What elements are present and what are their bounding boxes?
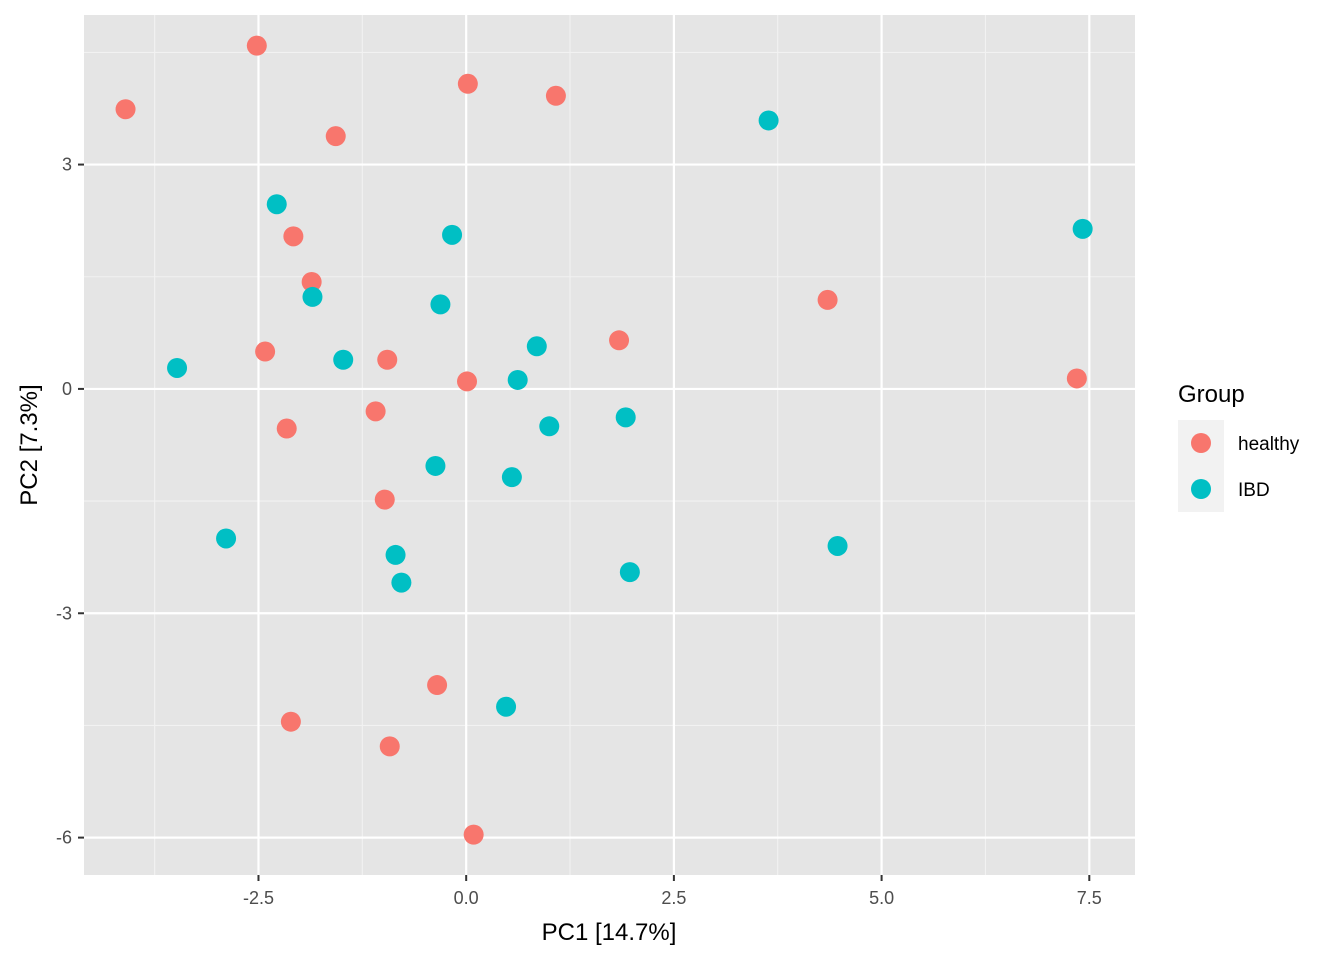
legend-label: IBD <box>1238 480 1270 501</box>
data-point-ibd <box>619 562 640 583</box>
x-tick-label: 2.5 <box>661 888 686 908</box>
data-point-healthy <box>377 349 398 370</box>
legend-key-healthy <box>1191 433 1211 453</box>
data-point-healthy <box>463 824 484 845</box>
data-point-healthy <box>457 371 478 392</box>
data-point-healthy <box>280 711 301 732</box>
y-tick-label: -3 <box>56 603 72 623</box>
x-axis-ticks: -2.5 0.0 2.5 5.0 7.5 <box>243 875 1102 908</box>
data-point-healthy <box>276 418 297 439</box>
y-axis-title: PC2 [7.3%] <box>16 384 43 505</box>
data-point-ibd <box>496 696 517 717</box>
x-tick-label: 7.5 <box>1077 888 1102 908</box>
data-point-ibd <box>539 416 560 437</box>
data-point-healthy <box>427 675 448 696</box>
data-point-ibd <box>302 286 323 307</box>
legend: Group healthy IBD <box>1178 381 1300 512</box>
data-point-ibd <box>430 294 451 315</box>
data-point-ibd <box>442 224 463 245</box>
data-point-ibd <box>425 455 446 476</box>
data-point-healthy <box>325 126 346 147</box>
data-point-ibd <box>507 369 528 390</box>
data-point-healthy <box>301 271 322 292</box>
y-tick-label: 0 <box>62 379 72 399</box>
legend-title: Group <box>1178 381 1245 408</box>
data-point-ibd <box>827 535 848 556</box>
data-point-healthy <box>457 73 478 94</box>
data-point-ibd <box>266 194 287 215</box>
data-point-healthy <box>246 35 267 56</box>
data-point-ibd <box>1072 218 1093 239</box>
x-tick-label: 0.0 <box>454 888 479 908</box>
x-tick-label: -2.5 <box>243 888 274 908</box>
legend-entries: healthy IBD <box>1178 420 1300 512</box>
data-points <box>115 35 1093 845</box>
data-point-ibd <box>758 110 779 131</box>
data-point-healthy <box>283 226 304 247</box>
major-gridlines <box>84 15 1135 875</box>
panel-background <box>84 15 1135 875</box>
data-point-ibd <box>391 572 412 593</box>
data-point-ibd <box>526 336 547 357</box>
data-point-healthy <box>379 736 400 757</box>
data-point-ibd <box>216 528 237 549</box>
data-point-healthy <box>255 341 276 362</box>
data-point-ibd <box>385 544 406 565</box>
data-point-healthy <box>609 330 630 351</box>
data-point-ibd <box>167 357 188 378</box>
data-point-healthy <box>545 85 566 106</box>
y-tick-label: 3 <box>62 155 72 175</box>
x-axis-title: PC1 [14.7%] <box>542 919 677 946</box>
data-point-ibd <box>501 467 522 488</box>
y-tick-label: -6 <box>56 828 72 848</box>
legend-key-ibd <box>1191 479 1211 499</box>
data-point-healthy <box>115 99 136 120</box>
y-axis-ticks: 3 0 -3 -6 <box>56 155 84 848</box>
legend-label: healthy <box>1238 434 1300 455</box>
data-point-healthy <box>817 289 838 310</box>
data-point-healthy <box>365 401 386 422</box>
x-tick-label: 5.0 <box>869 888 894 908</box>
data-point-ibd <box>333 349 354 370</box>
data-point-healthy <box>374 489 395 510</box>
data-point-healthy <box>1066 368 1087 389</box>
data-point-ibd <box>615 407 636 428</box>
